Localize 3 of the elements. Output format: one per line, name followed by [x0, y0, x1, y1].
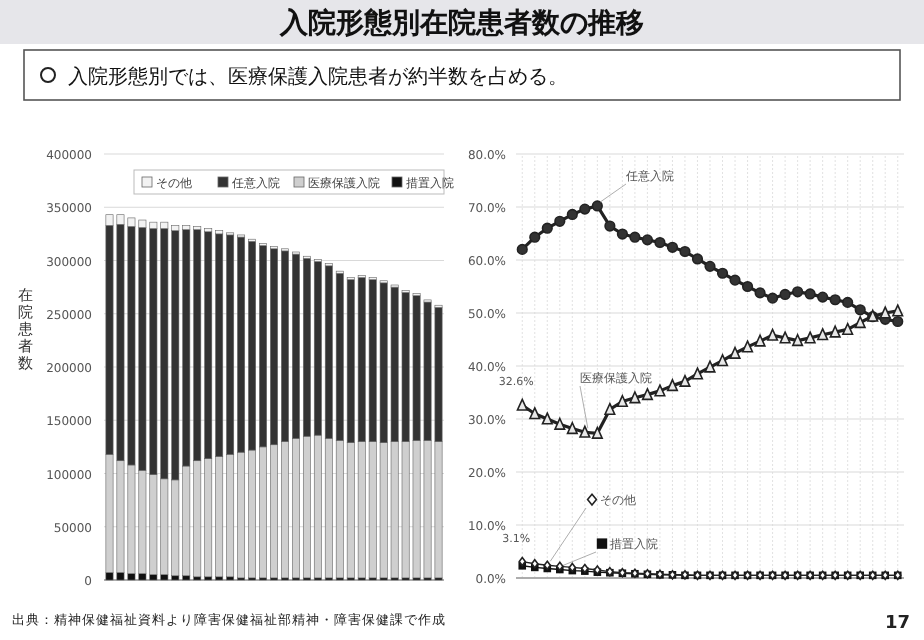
chart-title: 入院形態別在院患者数の推移	[278, 6, 644, 40]
chart-subtitle: 入院形態別では、医療保護入院患者が約半数を占める。	[68, 65, 568, 89]
text: 17	[884, 614, 910, 634]
